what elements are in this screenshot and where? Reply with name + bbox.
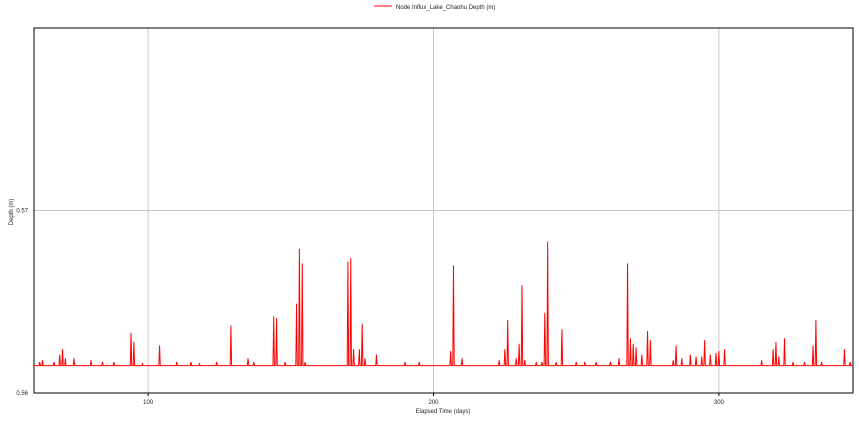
y-axis-title: Depth (m) — [9, 199, 15, 226]
series-line — [34, 241, 853, 367]
legend: Node Influx_Lake_Chaohu Depth (m) — [374, 5, 495, 11]
x-axis-title: Elapsed Time (days) — [416, 409, 471, 415]
grid-layer — [34, 28, 853, 393]
y-tick-label: 0.57 — [16, 209, 28, 215]
plot-area-frame — [33, 27, 854, 394]
axis-layer: 100 200 300 0.56 0.57 — [16, 209, 724, 407]
legend-label: Node Influx_Lake_Chaohu Depth (m) — [396, 5, 495, 11]
x-tick-label: 300 — [714, 400, 725, 406]
x-tick-label: 200 — [429, 400, 440, 406]
series-layer — [34, 241, 853, 367]
y-tick-label: 0.56 — [16, 391, 28, 397]
x-tick-label: 100 — [143, 400, 154, 406]
